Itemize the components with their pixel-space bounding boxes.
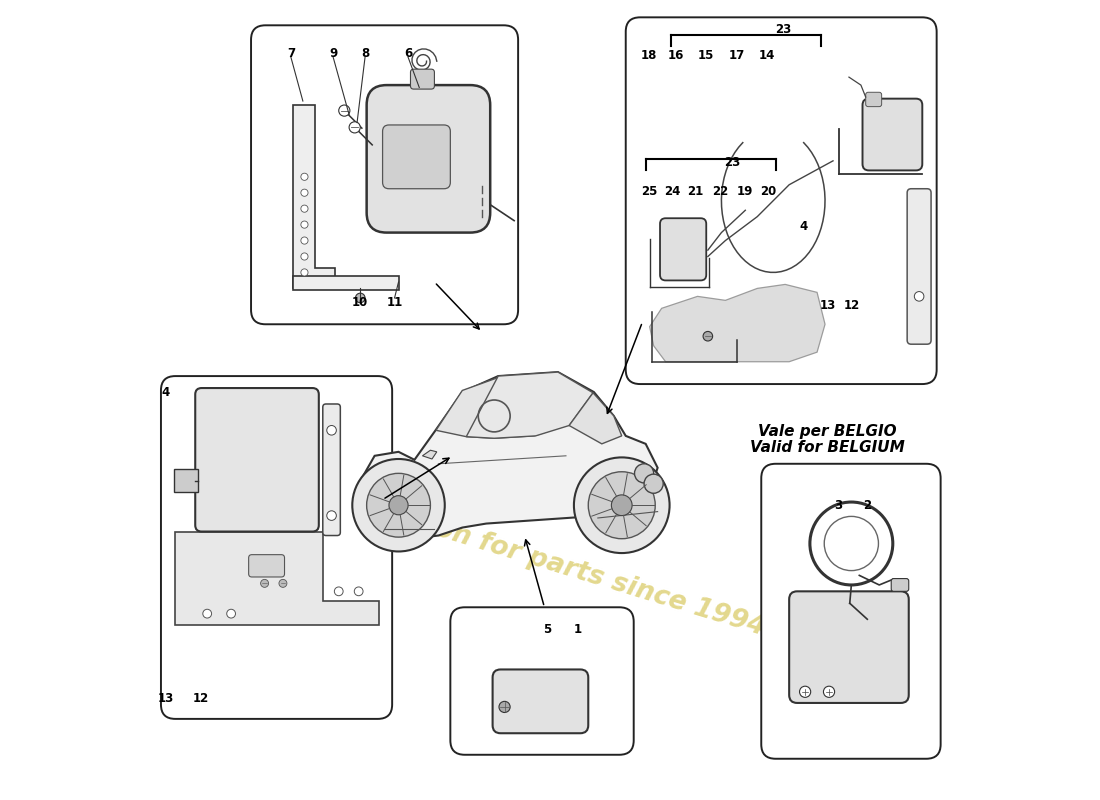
- Polygon shape: [294, 276, 398, 290]
- Circle shape: [499, 702, 510, 713]
- Circle shape: [389, 496, 408, 515]
- Text: 15: 15: [698, 49, 714, 62]
- Circle shape: [574, 458, 670, 553]
- Text: 8: 8: [361, 46, 370, 60]
- Text: 1: 1: [574, 623, 582, 636]
- Circle shape: [703, 331, 713, 341]
- Text: 11: 11: [386, 296, 403, 310]
- Circle shape: [301, 253, 308, 260]
- FancyBboxPatch shape: [761, 464, 940, 758]
- Text: 4: 4: [800, 220, 807, 233]
- Circle shape: [301, 237, 308, 244]
- FancyBboxPatch shape: [249, 554, 285, 577]
- Text: 10: 10: [352, 296, 368, 310]
- FancyBboxPatch shape: [626, 18, 937, 384]
- FancyBboxPatch shape: [383, 125, 450, 189]
- Text: 3: 3: [835, 498, 843, 512]
- FancyBboxPatch shape: [195, 388, 319, 531]
- Text: 2: 2: [864, 498, 871, 512]
- FancyBboxPatch shape: [660, 218, 706, 281]
- FancyBboxPatch shape: [866, 92, 881, 106]
- Circle shape: [824, 686, 835, 698]
- Text: 18: 18: [640, 49, 657, 62]
- Circle shape: [334, 587, 343, 596]
- Text: 21: 21: [688, 185, 703, 198]
- Polygon shape: [436, 376, 586, 438]
- FancyBboxPatch shape: [493, 670, 588, 734]
- FancyBboxPatch shape: [251, 26, 518, 324]
- Text: 22: 22: [713, 185, 728, 198]
- Text: 13: 13: [157, 693, 174, 706]
- Circle shape: [354, 587, 363, 596]
- FancyBboxPatch shape: [908, 189, 931, 344]
- FancyBboxPatch shape: [862, 98, 922, 170]
- Text: 23: 23: [724, 156, 740, 169]
- Circle shape: [301, 221, 308, 228]
- Text: 14: 14: [759, 49, 775, 62]
- Circle shape: [301, 173, 308, 180]
- Text: 17: 17: [728, 49, 745, 62]
- Circle shape: [800, 686, 811, 698]
- Text: a passion for parts since 1994: a passion for parts since 1994: [332, 486, 768, 642]
- Text: Valid for BELGIUM: Valid for BELGIUM: [750, 440, 905, 455]
- Text: 23: 23: [774, 22, 791, 36]
- Circle shape: [366, 474, 430, 537]
- Text: Vale per BELGIO: Vale per BELGIO: [758, 424, 896, 439]
- Text: 20: 20: [760, 185, 777, 198]
- Circle shape: [301, 189, 308, 196]
- FancyBboxPatch shape: [410, 69, 435, 89]
- Text: 7: 7: [287, 46, 295, 60]
- Circle shape: [635, 464, 653, 483]
- Polygon shape: [422, 450, 437, 459]
- Circle shape: [349, 122, 361, 133]
- Polygon shape: [175, 531, 378, 625]
- Circle shape: [301, 269, 308, 276]
- Polygon shape: [359, 372, 658, 539]
- Text: 12: 12: [192, 693, 209, 706]
- Circle shape: [612, 495, 632, 515]
- Polygon shape: [650, 285, 825, 362]
- Polygon shape: [569, 393, 622, 444]
- FancyBboxPatch shape: [161, 376, 392, 719]
- FancyBboxPatch shape: [450, 607, 634, 754]
- Text: 24: 24: [664, 185, 681, 198]
- Text: 19: 19: [736, 185, 752, 198]
- Circle shape: [645, 474, 663, 494]
- Text: 4: 4: [162, 386, 169, 398]
- Circle shape: [261, 579, 268, 587]
- Circle shape: [914, 291, 924, 301]
- Text: 5: 5: [543, 623, 552, 636]
- Circle shape: [327, 426, 337, 435]
- Polygon shape: [466, 372, 593, 438]
- Text: 25: 25: [640, 185, 657, 198]
- Bar: [174, 470, 198, 492]
- FancyBboxPatch shape: [789, 591, 909, 703]
- Polygon shape: [294, 105, 334, 288]
- Circle shape: [279, 579, 287, 587]
- Text: 13: 13: [820, 299, 836, 313]
- Text: 9: 9: [329, 46, 338, 60]
- Circle shape: [227, 610, 235, 618]
- FancyBboxPatch shape: [891, 578, 909, 591]
- Circle shape: [588, 472, 656, 538]
- Circle shape: [301, 205, 308, 212]
- FancyBboxPatch shape: [322, 404, 340, 535]
- FancyBboxPatch shape: [366, 85, 491, 233]
- Circle shape: [202, 610, 211, 618]
- Circle shape: [355, 293, 365, 302]
- Text: 16: 16: [668, 49, 684, 62]
- Circle shape: [327, 511, 337, 520]
- Text: 12: 12: [844, 299, 859, 313]
- Text: 6: 6: [404, 46, 412, 60]
- Circle shape: [352, 459, 444, 551]
- Circle shape: [339, 105, 350, 116]
